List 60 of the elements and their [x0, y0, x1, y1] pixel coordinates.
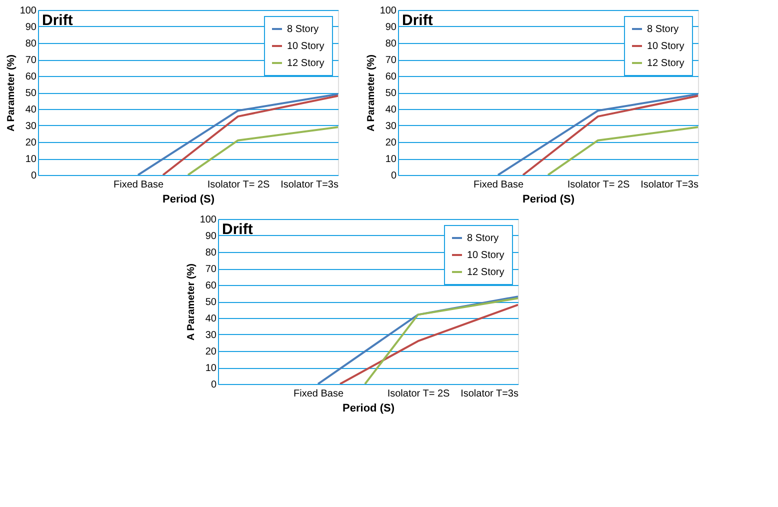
y-axis-title: A Parameter (%) [366, 54, 377, 132]
y-tick-label: 50 [205, 297, 217, 308]
chart-title: Drift [42, 12, 73, 29]
y-tick-label: 0 [30, 170, 37, 182]
y-tick-label: 80 [385, 38, 397, 50]
y-tick-label: 70 [25, 55, 37, 66]
y-tick-label: 40 [385, 104, 397, 116]
x-tick-label: Fixed Base [293, 388, 344, 400]
y-tick-label: 30 [385, 121, 397, 132]
x-tick-label: Fixed Base [473, 180, 524, 190]
y-tick-label: 20 [25, 138, 37, 148]
legend-label: 8 Story [467, 233, 499, 244]
x-tick-label: Isolator T= 2S [387, 388, 450, 400]
y-axis-title: A Parameter (%) [186, 264, 197, 340]
y-tick-label: 20 [205, 346, 217, 358]
y-tick-label: 90 [205, 231, 217, 242]
chart-title: Drift [402, 12, 433, 29]
y-tick-label: 100 [200, 214, 217, 226]
legend-label: 10 Story [287, 41, 324, 52]
legend-label: 10 Story [647, 41, 684, 52]
x-tick-label: Fixed Base [113, 180, 164, 190]
x-tick-label: Isolator T=3s [640, 180, 698, 190]
legend-label: 12 Story [647, 58, 684, 69]
y-tick-label: 50 [25, 88, 37, 99]
y-tick-label: 60 [25, 72, 37, 82]
x-axis-title: Period (S) [162, 194, 215, 206]
legend-label: 8 Story [287, 24, 319, 35]
y-tick-label: 40 [25, 104, 37, 116]
y-tick-label: 30 [205, 330, 217, 341]
y-tick-label: 10 [385, 154, 397, 165]
y-tick-label: 80 [25, 38, 37, 50]
y-tick-label: 70 [205, 264, 217, 275]
y-tick-label: 70 [385, 55, 397, 66]
y-tick-label: 10 [205, 363, 217, 374]
y-tick-label: 20 [385, 138, 397, 148]
y-tick-label: 0 [210, 380, 217, 390]
y-tick-label: 90 [385, 22, 397, 33]
y-tick-label: 50 [385, 88, 397, 99]
y-tick-label: 90 [25, 22, 37, 33]
y-tick-label: 10 [25, 154, 37, 165]
x-tick-label: Isolator T=3s [460, 388, 518, 400]
y-tick-label: 60 [205, 280, 217, 292]
y-tick-label: 30 [25, 121, 37, 132]
y-tick-label: 40 [205, 314, 217, 324]
legend-label: 8 Story [647, 24, 679, 35]
legend-label: 12 Story [467, 267, 504, 278]
legend-label: 12 Story [287, 58, 324, 69]
y-tick-label: 80 [205, 248, 217, 258]
x-axis-title: Period (S) [342, 402, 395, 414]
y-tick-label: 60 [385, 72, 397, 82]
y-tick-label: 100 [20, 6, 37, 16]
y-axis-title: A Parameter (%) [6, 54, 17, 132]
chart-title: Drift [222, 221, 253, 238]
x-tick-label: Isolator T= 2S [207, 180, 270, 190]
y-tick-label: 100 [380, 6, 397, 16]
y-tick-label: 0 [390, 170, 397, 182]
x-tick-label: Isolator T= 2S [567, 180, 630, 190]
x-tick-label: Isolator T=3s [280, 180, 338, 190]
x-axis-title: Period (S) [522, 194, 575, 206]
legend-label: 10 Story [467, 250, 504, 261]
